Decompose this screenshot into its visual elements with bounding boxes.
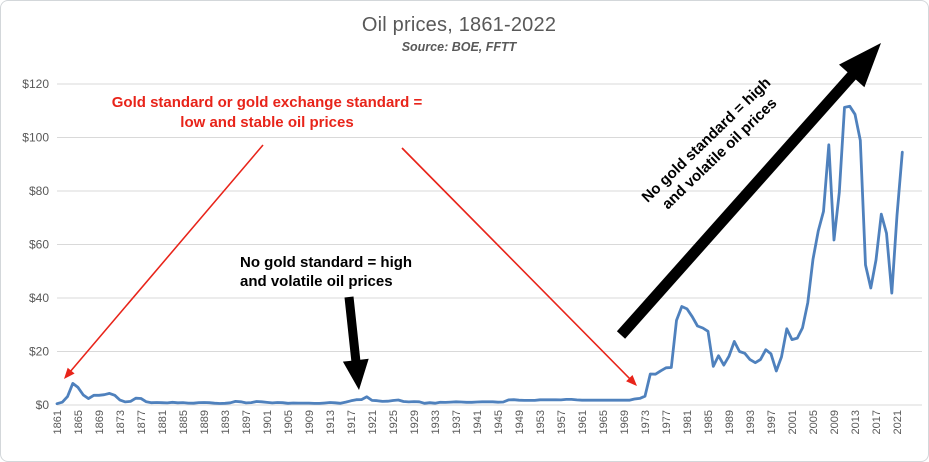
- svg-text:1973: 1973: [640, 410, 652, 434]
- svg-text:1921: 1921: [367, 410, 379, 434]
- annotation-gold-standard-line2: low and stable oil prices: [180, 114, 354, 131]
- svg-text:1977: 1977: [661, 410, 673, 434]
- svg-text:$40: $40: [29, 291, 49, 305]
- svg-text:1929: 1929: [409, 410, 421, 434]
- svg-text:1945: 1945: [493, 410, 505, 434]
- chart-title: Oil prices, 1861-2022: [361, 14, 557, 36]
- svg-text:1909: 1909: [304, 410, 316, 434]
- svg-text:1913: 1913: [325, 410, 337, 434]
- svg-text:1865: 1865: [73, 410, 85, 434]
- svg-text:2009: 2009: [829, 410, 841, 434]
- red-arrow-to-1971: [401, 147, 637, 386]
- svg-text:1957: 1957: [556, 410, 568, 434]
- svg-text:1881: 1881: [157, 410, 169, 434]
- gridlines: [57, 83, 922, 406]
- svg-text:1877: 1877: [136, 410, 148, 434]
- svg-text:1917: 1917: [346, 410, 358, 434]
- svg-text:$60: $60: [29, 238, 49, 252]
- svg-text:2017: 2017: [871, 410, 883, 434]
- svg-text:1953: 1953: [535, 410, 547, 434]
- svg-text:1949: 1949: [514, 410, 526, 434]
- svg-text:1965: 1965: [598, 410, 610, 434]
- svg-text:1989: 1989: [724, 410, 736, 434]
- svg-text:1901: 1901: [262, 410, 274, 434]
- black-down-arrow-icon: [342, 296, 369, 390]
- y-axis-labels: $0 $20 $40 $60 $80 $100 $120: [22, 77, 49, 412]
- svg-text:1861: 1861: [52, 410, 64, 434]
- svg-text:1885: 1885: [178, 410, 190, 434]
- svg-text:1981: 1981: [682, 410, 694, 434]
- svg-text:2013: 2013: [850, 410, 862, 434]
- annotation-no-gold-line2: and volatile oil prices: [240, 273, 393, 290]
- svg-text:1937: 1937: [451, 410, 463, 434]
- big-uptrend-arrow-icon: [616, 43, 881, 339]
- annotation-gold-standard: Gold standard or gold exchange standard …: [107, 93, 427, 133]
- svg-text:1873: 1873: [115, 410, 127, 434]
- svg-text:1941: 1941: [472, 410, 484, 434]
- svg-text:$120: $120: [22, 77, 49, 91]
- chart-subtitle: Source: BOE, FFTT: [401, 40, 517, 54]
- annotation-no-gold-standard: No gold standard = high and volatile oil…: [240, 253, 412, 291]
- svg-text:1985: 1985: [703, 410, 715, 434]
- annotation-no-gold-line1: No gold standard = high: [240, 254, 413, 271]
- svg-text:1997: 1997: [766, 410, 778, 434]
- svg-text:1889: 1889: [199, 410, 211, 434]
- svg-text:$20: $20: [29, 345, 49, 359]
- svg-text:1897: 1897: [241, 410, 253, 434]
- svg-text:1925: 1925: [388, 410, 400, 434]
- svg-text:$100: $100: [22, 131, 49, 145]
- svg-text:2001: 2001: [787, 410, 799, 434]
- svg-text:$0: $0: [36, 398, 50, 412]
- red-arrow-to-1864-peak: [64, 144, 264, 379]
- svg-text:1905: 1905: [283, 410, 295, 434]
- svg-text:$80: $80: [29, 184, 49, 198]
- svg-text:2021: 2021: [892, 410, 904, 434]
- svg-text:1969: 1969: [619, 410, 631, 434]
- svg-text:1869: 1869: [94, 410, 106, 434]
- svg-text:1893: 1893: [220, 410, 232, 434]
- annotation-gold-standard-line1: Gold standard or gold exchange standard …: [111, 94, 423, 111]
- price-line: [55, 104, 904, 406]
- svg-text:2005: 2005: [808, 410, 820, 434]
- svg-text:1961: 1961: [577, 410, 589, 434]
- svg-text:1993: 1993: [745, 410, 757, 434]
- svg-text:1933: 1933: [430, 410, 442, 434]
- x-axis-labels: 1861 1865 1869 1873 1877 1881 1885 1889 1893 1897…: [52, 410, 904, 434]
